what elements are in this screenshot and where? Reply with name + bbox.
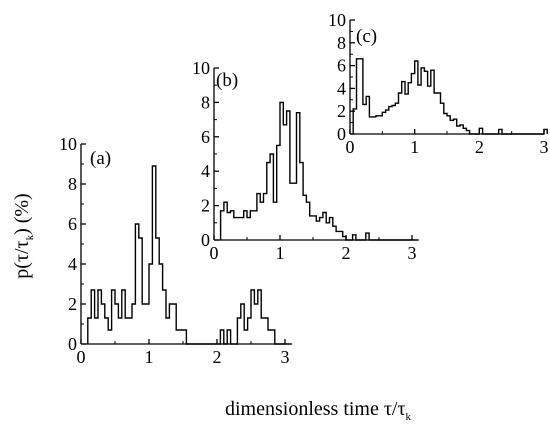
x-axis-title-subscript: k: [406, 411, 412, 423]
y-tick-label: 10: [59, 134, 77, 154]
y-tick-label: 0: [201, 230, 210, 250]
x-tick-label: 2: [213, 347, 222, 367]
y-tick-label: 8: [68, 174, 77, 194]
y-axis-title-tail: ) (%): [11, 193, 33, 235]
y-tick-label: 10: [328, 10, 346, 30]
x-axis-title-main: dimensionless time τ/τ: [225, 398, 406, 420]
y-tick-label: 6: [337, 56, 346, 76]
y-tick-label: 6: [201, 127, 210, 147]
x-tick-label: 3: [408, 243, 417, 263]
y-tick-label: 2: [337, 101, 346, 121]
x-tick-label: 1: [410, 137, 419, 157]
x-tick-label: 3: [540, 137, 549, 157]
y-tick-label: 8: [201, 92, 210, 112]
x-tick-label: 1: [145, 347, 154, 367]
x-tick-label: 0: [346, 137, 355, 157]
y-tick-label: 6: [68, 214, 77, 234]
y-tick-label: 10: [192, 58, 210, 78]
y-tick-label: 4: [201, 161, 210, 181]
panel-label: (b): [216, 70, 238, 91]
y-axis-title: p(τ/τk) (%): [11, 193, 36, 278]
y-axis-title-subscript: k: [24, 234, 36, 240]
x-tick-label: 3: [281, 347, 290, 367]
y-axis-title-main: p(τ/τ: [11, 240, 33, 278]
x-tick-label: 1: [276, 243, 285, 263]
y-tick-label: 4: [68, 254, 77, 274]
histogram-series: [219, 101, 419, 241]
x-tick-label: 0: [77, 347, 86, 367]
panel-label: (c): [356, 26, 377, 47]
x-tick-label: 2: [342, 243, 351, 263]
y-tick-label: 0: [68, 334, 77, 354]
panel-label: (a): [90, 148, 111, 169]
y-tick-label: 8: [337, 33, 346, 53]
histogram-series: [87, 165, 292, 345]
y-tick-label: 0: [337, 124, 346, 144]
x-tick-label: 2: [475, 137, 484, 157]
y-tick-label: 2: [68, 294, 77, 314]
y-tick-label: 4: [337, 78, 346, 98]
y-tick-label: 2: [201, 196, 210, 216]
x-axis-title: dimensionless time τ/τk: [225, 398, 412, 423]
x-tick-label: 0: [210, 243, 219, 263]
histogram-series: [352, 58, 548, 135]
